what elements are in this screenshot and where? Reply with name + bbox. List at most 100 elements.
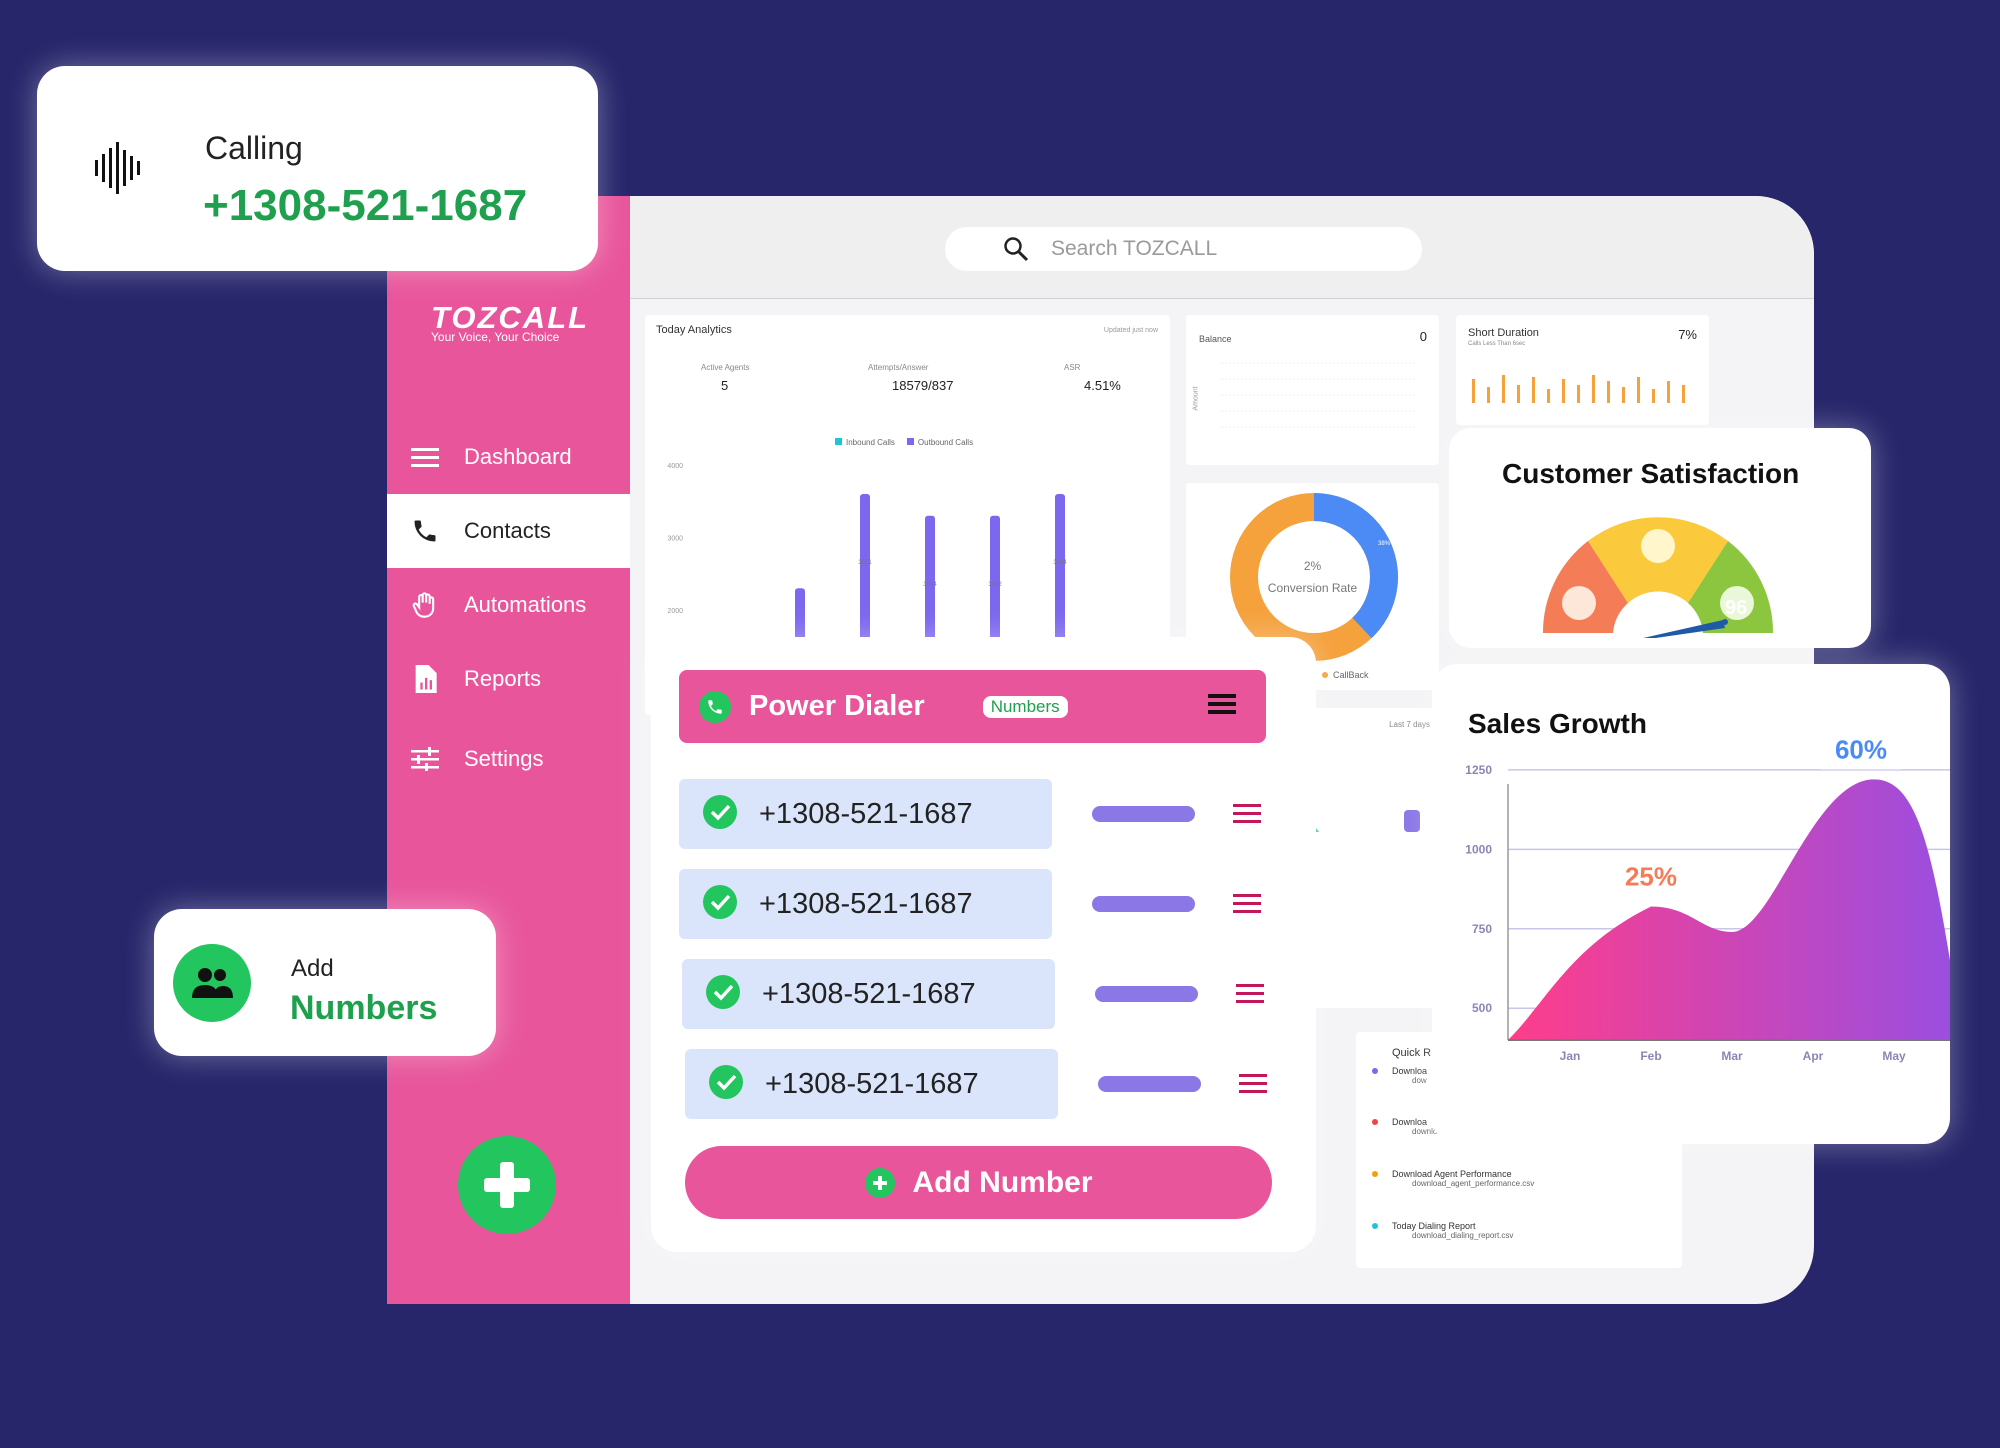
balance-grid	[1221, 362, 1416, 428]
quick-reports-title: Quick R	[1392, 1047, 1432, 1059]
x-tick-label: May	[1882, 1049, 1906, 1063]
add-numbers-card[interactable]: Add Numbers	[154, 909, 496, 1056]
menu-icon[interactable]	[1208, 693, 1236, 720]
chart-legend: Inbound Calls Outbound Calls	[835, 438, 973, 447]
dialer-number-row[interactable]: +1308-521-1687	[679, 869, 1052, 939]
sidebar-item-label: Settings	[464, 746, 544, 771]
hand-icon	[408, 591, 442, 619]
row-menu-icon[interactable]	[1233, 893, 1261, 915]
search-placeholder: Search TOZCALL	[1051, 237, 1218, 260]
dialer-number-row[interactable]: +1308-521-1687	[679, 779, 1052, 849]
weekly-mini-bars	[1307, 810, 1420, 832]
bar-data-label: 3352	[988, 582, 1002, 588]
progress-bar	[1095, 986, 1198, 1002]
report-item: Downloa downloa	[1372, 1117, 1442, 1136]
search-icon	[1003, 236, 1029, 262]
phone-icon	[408, 517, 442, 545]
customer-satisfaction-card: Customer Satisfaction 96	[1449, 428, 1871, 648]
x-tick-label: Jan	[1560, 1049, 1581, 1063]
conversion-slice-label: 38%	[1378, 541, 1391, 547]
report-icon	[408, 665, 442, 693]
report-item[interactable]: Today Dialing Report download_dialing_re…	[1372, 1221, 1513, 1240]
sliders-icon	[408, 747, 442, 771]
search-input[interactable]: Search TOZCALL	[945, 227, 1422, 271]
satisfaction-title: Customer Satisfaction	[1502, 458, 1800, 489]
dialer-number-row[interactable]: +1308-521-1687	[682, 959, 1055, 1029]
numbers-badge: Numbers	[982, 695, 1068, 718]
satisfaction-gauge	[1542, 517, 1774, 638]
sidebar-item-reports[interactable]: Reports	[387, 642, 630, 716]
check-icon	[709, 1064, 743, 1104]
calling-label: Calling	[205, 130, 303, 166]
stat-agents: Active Agents 5	[701, 363, 749, 393]
add-numbers-title: Numbers	[290, 989, 438, 1027]
legend-inbound: Inbound Calls	[835, 438, 895, 447]
sales-growth-chart: 1250 1000 750 500 Jan Feb Mar Apr May 25% 60%	[1465, 727, 1950, 1063]
check-icon	[703, 794, 737, 834]
row-menu-icon[interactable]	[1236, 983, 1264, 1005]
short-duration-card: Short Duration Calls Less Than 6sec 7%	[1456, 315, 1709, 425]
check-icon	[706, 974, 740, 1014]
power-dialer-header: Power Dialer Numbers	[679, 670, 1266, 743]
stat-value: 5	[721, 378, 729, 393]
menu-icon	[408, 446, 442, 468]
power-dialer-title: Power Dialer	[749, 690, 925, 722]
weekly-label: Last 7 days	[1389, 720, 1430, 729]
row-menu-icon[interactable]	[1233, 803, 1261, 825]
dialer-number: +1308-521-1687	[765, 1067, 979, 1100]
x-tick-label: Feb	[1640, 1049, 1661, 1063]
sidebar-item-settings[interactable]: Settings	[387, 722, 630, 796]
annotation-label: 60%	[1835, 734, 1887, 764]
dialer-number: +1308-521-1687	[759, 797, 973, 830]
dialer-number-row[interactable]: +1308-521-1687	[685, 1049, 1058, 1119]
power-dialer-card: Power Dialer Numbers +1308-521-1687 +130…	[651, 637, 1316, 1252]
add-fab-button[interactable]	[458, 1136, 556, 1234]
dialer-number: +1308-521-1687	[759, 887, 973, 920]
top-bar: Search TOZCALL	[630, 196, 1814, 299]
calling-card: Calling +1308-521-1687	[37, 66, 598, 271]
balance-ylabel: Amount	[1192, 386, 1200, 411]
conversion-value: 2%	[1303, 559, 1322, 573]
sidebar-item-label: Automations	[464, 592, 587, 617]
stat-asr: ASR 4.51%	[1064, 363, 1121, 393]
sales-growth-card: Sales Growth 1250 1000 750 500 Jan Feb Mar Apr M…	[1432, 664, 1950, 1144]
balance-value: 0	[1419, 329, 1427, 344]
y-tick-label: 3000	[667, 536, 683, 543]
y-tick-label: 500	[1472, 1001, 1492, 1015]
sidebar-item-label: Contacts	[464, 518, 551, 543]
conversion-legend: CallBack	[1322, 670, 1369, 680]
stat-label: ASR	[1064, 363, 1081, 372]
plus-icon	[484, 1162, 530, 1208]
sidebar-item-dashboard[interactable]: Dashboard	[387, 420, 630, 494]
sidebar-item-contacts[interactable]: Contacts	[387, 494, 630, 568]
annotation-box	[1821, 727, 1901, 770]
sidebar-item-label: Dashboard	[464, 444, 572, 469]
progress-bar	[1092, 896, 1195, 912]
sales-growth-title: Sales Growth	[1468, 708, 1647, 739]
report-item[interactable]: Download Agent Performance download_agen…	[1372, 1169, 1534, 1188]
bar-data-label: 3584	[1053, 560, 1067, 566]
dialer-number: +1308-521-1687	[762, 977, 976, 1010]
sidebar-item-automations[interactable]: Automations	[387, 568, 630, 642]
balance-card: Balance 0 Amount	[1186, 315, 1439, 465]
stat-label: Attempts/Answer	[868, 363, 929, 372]
short-duration-value: 7%	[1678, 327, 1697, 342]
users-icon	[173, 944, 251, 1022]
annotation-box	[1611, 854, 1691, 897]
report-item: Downloa dow	[1372, 1066, 1427, 1085]
short-duration-subtitle: Calls Less Than 6sec	[1468, 341, 1526, 347]
analytics-updated: Updated just now	[1103, 327, 1158, 334]
add-number-button[interactable]: Add Number	[685, 1146, 1272, 1219]
row-menu-icon[interactable]	[1239, 1073, 1267, 1095]
y-tick-label: 1250	[1465, 763, 1492, 777]
conversion-label: Conversion Rate	[1267, 581, 1358, 595]
sidebar: TOZCALL Your Voice, Your Choice Dashboar…	[387, 196, 630, 1304]
sales-area	[1508, 779, 1950, 1040]
y-tick-label: 750	[1472, 922, 1492, 936]
stat-label: Active Agents	[701, 363, 750, 372]
progress-bar	[1098, 1076, 1201, 1092]
add-numbers-label: Add	[291, 955, 334, 982]
short-duration-title: Short Duration	[1468, 327, 1539, 339]
plus-icon	[864, 1167, 895, 1198]
legend-outbound: Outbound Calls	[906, 438, 973, 447]
